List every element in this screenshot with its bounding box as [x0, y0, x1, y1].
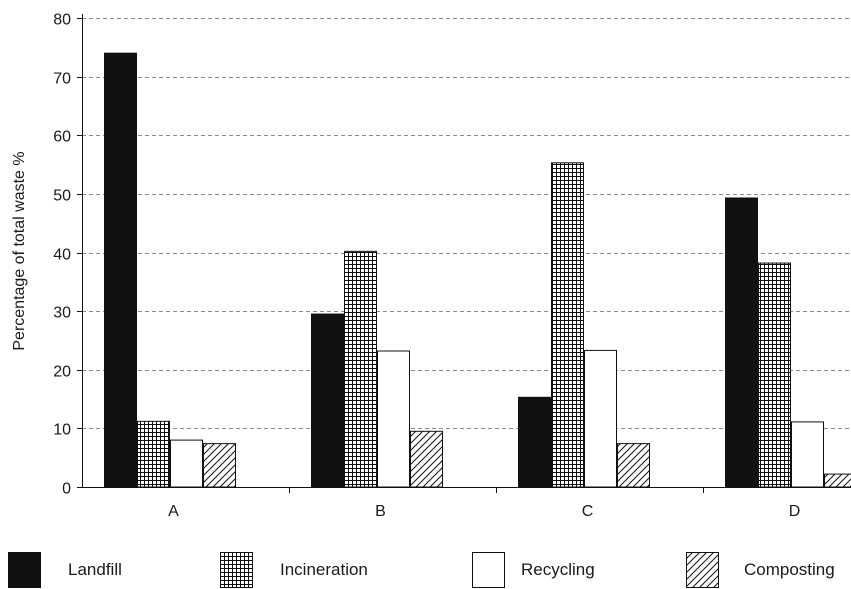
bar-recycling-b: [377, 350, 410, 488]
axes: 0 10 20 30 40 50 60 70 80 A B C D: [53, 12, 851, 520]
x-tick-label: A: [168, 503, 179, 520]
x-tick-label: B: [375, 503, 386, 520]
bar-landfill-c: [518, 396, 551, 488]
bar-incineration-c: [551, 162, 584, 488]
bar-incineration-d: [758, 262, 791, 488]
y-tick-label: 30: [53, 305, 71, 322]
bar-composting-a: [203, 443, 236, 488]
y-tick-label: 80: [53, 12, 71, 29]
y-tick-label: 10: [53, 422, 71, 439]
y-tick-label: 50: [53, 188, 71, 205]
bar-chart: 0 10 20 30 40 50 60 70 80 A B C D Percentage of tota…: [11, 12, 851, 520]
legend-label-incineration: Incineration: [280, 560, 368, 579]
bar-composting-b: [410, 430, 443, 488]
y-tick-label: 0: [62, 481, 71, 498]
legend: Landfill Incineration Recycling Composti…: [0, 550, 851, 589]
legend-swatch-incineration: [220, 552, 253, 588]
bar-incineration-a: [137, 420, 170, 488]
bar-landfill-a: [104, 52, 137, 488]
legend-swatch-composting: [686, 552, 719, 588]
bars: [104, 52, 851, 488]
bar-recycling-c: [584, 349, 617, 488]
bar-composting-d: [824, 473, 851, 488]
bar-incineration-b: [344, 250, 377, 488]
bar-composting-c: [617, 443, 650, 488]
legend-label-recycling: Recycling: [521, 560, 595, 579]
y-tick-label: 70: [53, 71, 71, 88]
bar-landfill-b: [311, 313, 344, 488]
legend-swatch-landfill: [8, 552, 41, 588]
legend-swatch-recycling: [472, 552, 505, 588]
y-tick-label: 40: [53, 247, 71, 264]
bar-recycling-d: [791, 421, 824, 488]
x-tick-label: C: [582, 503, 594, 520]
bar-recycling-a: [170, 439, 203, 488]
bar-landfill-d: [725, 197, 758, 488]
y-axis-title: Percentage of total waste %: [11, 151, 28, 350]
legend-label-landfill: Landfill: [68, 560, 122, 579]
y-tick-label: 60: [53, 129, 71, 146]
x-tick-label: D: [789, 503, 801, 520]
legend-label-composting: Composting: [744, 560, 835, 579]
gridlines: [82, 18, 851, 429]
y-tick-label: 20: [53, 364, 71, 381]
